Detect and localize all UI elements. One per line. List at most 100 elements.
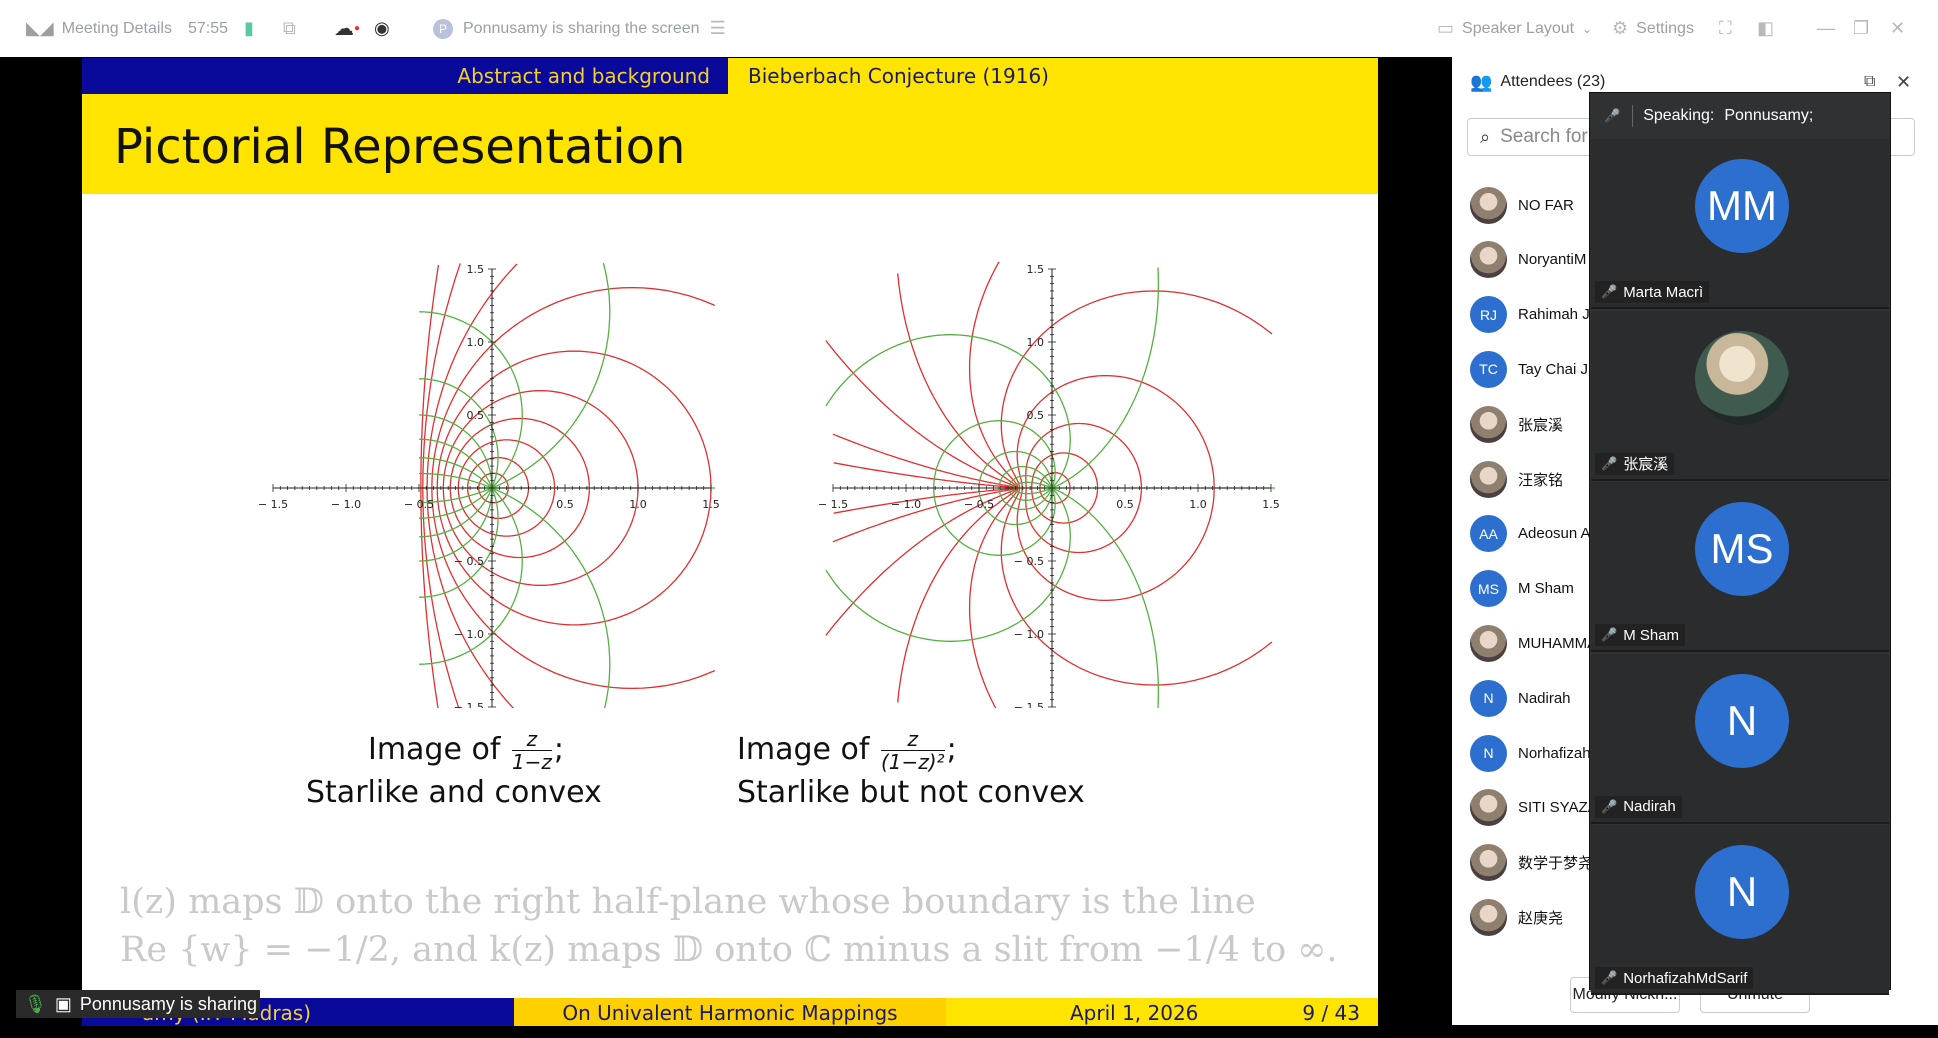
close-panel-icon[interactable]: ✕	[1896, 71, 1912, 92]
fullscreen-icon[interactable]: ⛶	[1719, 18, 1732, 38]
footer-title: On Univalent Harmonic Mappings	[514, 998, 946, 1026]
attendee-name: NoryantiM	[1518, 251, 1587, 269]
sharing-status[interactable]: P Ponnusamy is sharing the screen ☰	[433, 0, 726, 57]
attendee-name: 张宸溪	[1518, 416, 1564, 434]
attendee-row[interactable]: MS M Sham	[1470, 567, 1574, 611]
sharer-avatar: P	[433, 18, 453, 39]
search-icon: ⌕	[1480, 126, 1491, 147]
attendees-header: 👥 Attendees (23) ⧉ ✕	[1470, 71, 1912, 92]
layout-icon: ▭	[1437, 18, 1455, 38]
muted-mic-icon: 🎤	[1601, 627, 1618, 642]
attendee-row[interactable]: 汪家铭	[1470, 457, 1563, 501]
close-window-icon[interactable]: ✕	[1890, 18, 1906, 38]
attendee-name: 赵庚尧	[1518, 909, 1564, 927]
attendee-row[interactable]: RJ Rahimah Ju	[1470, 293, 1598, 337]
footer-date-page: April 1, 2026 9 / 43	[946, 998, 1378, 1026]
participant-name: 🎤 Nadirah	[1595, 795, 1682, 818]
slide-footer: amy (IIT Madras) On Univalent Harmonic M…	[82, 998, 1378, 1026]
signal-icon[interactable]: ▮	[244, 18, 254, 38]
avatar: N	[1695, 673, 1789, 768]
maximize-icon[interactable]: ❐	[1853, 18, 1870, 38]
avatar	[1470, 405, 1507, 443]
video-tile[interactable]: 🎤 张宸溪	[1591, 310, 1889, 481]
speaker-layout-button[interactable]: ▭ Speaker Layout ⌄	[1437, 18, 1593, 38]
attendee-row[interactable]: NoryantiM	[1470, 238, 1586, 282]
caption-left-line2: Starlike and convex	[306, 775, 602, 810]
avatar	[1470, 460, 1507, 498]
attendee-row[interactable]: SITI SYAZA	[1470, 786, 1598, 830]
avatar: TC	[1470, 350, 1507, 388]
mic-icon: 🎙	[24, 993, 47, 1014]
radial-image-curve	[419, 487, 523, 665]
video-tile[interactable]: N 🎤 NorhafizahMdSarif	[1591, 825, 1889, 995]
video-tile[interactable]: MS 🎤 M Sham	[1591, 482, 1889, 652]
radial-image-curve	[419, 438, 493, 489]
radial-image-curve	[419, 487, 493, 504]
circle-image-curve	[422, 263, 461, 708]
radial-image-curve	[419, 487, 493, 538]
x-tick-label: 1.5	[702, 498, 720, 511]
attendee-name: M Sham	[1518, 580, 1574, 598]
muted-mic-icon: 🎤	[1601, 455, 1618, 471]
radial-image-curve	[419, 488, 493, 562]
chevron-down-icon: ⌄	[1582, 21, 1593, 36]
slide-title: Pictorial Representation	[114, 119, 686, 175]
attendee-row[interactable]: NO FAR	[1470, 183, 1574, 227]
screen-share-icon: ▣	[54, 993, 72, 1014]
attendee-row[interactable]: AA Adeosun A	[1470, 512, 1591, 556]
attendee-row[interactable]: TC Tay Chai Jia	[1470, 347, 1600, 391]
x-tick-label: − 0.5	[964, 498, 994, 511]
avatar: MM	[1695, 159, 1789, 253]
participant-name: 🎤 Marta Macrì	[1595, 281, 1710, 303]
x-tick-label: 0.5	[1116, 498, 1134, 511]
cloud-record-icon[interactable]: ☁ ●	[334, 18, 361, 40]
participant-name: 🎤 M Sham	[1595, 624, 1686, 646]
footer-date: April 1, 2026	[1070, 1001, 1199, 1025]
radial-image-curve	[419, 311, 523, 489]
caption-left: Image of z 1−z; Starlike and convex	[306, 728, 626, 813]
radial-image-curve	[419, 487, 493, 519]
avatar	[1470, 241, 1507, 279]
radial-image-curve	[418, 487, 499, 598]
attendee-row[interactable]: 赵庚尧	[1470, 895, 1563, 939]
sidebar-toggle-icon[interactable]: ◧	[1757, 18, 1775, 38]
menu-icon: ☰	[709, 18, 726, 38]
attendee-row[interactable]: N Norhafizah	[1470, 731, 1591, 775]
y-tick-label: 0.5	[467, 409, 485, 422]
y-tick-label: − 1.5	[454, 701, 484, 708]
radial-image-curve	[933, 420, 1056, 489]
settings-button[interactable]: ⚙ Settings	[1612, 18, 1694, 38]
avatar	[1695, 330, 1789, 425]
meeting-details-button[interactable]: ◣◢ Meeting Details	[26, 18, 172, 38]
meeting-toolbar: ◣◢ Meeting Details 57:55 ▮ ⧉ ☁ ● ◉ P Ponn…	[0, 0, 1938, 57]
radial-image-curve	[825, 487, 1071, 642]
fraction: z (1−z)²	[880, 727, 945, 774]
popout-icon[interactable]: ⧉	[283, 18, 296, 38]
participant-name: 🎤 NorhafizahMdSarif	[1595, 967, 1754, 989]
speaker-overlay: 🎤 Speaking: Ponnusamy; MM 🎤 Marta Macrì 🎤 张宸…	[1589, 92, 1891, 995]
caption-right: Image of z (1−z)²; Starlike but not conve…	[737, 728, 1137, 813]
attendee-row[interactable]: 张宸溪	[1470, 402, 1563, 446]
popout-panel-icon[interactable]: ⧉	[1864, 73, 1876, 90]
video-tile[interactable]: N 🎤 Nadirah	[1591, 653, 1889, 824]
video-tile[interactable]: MM 🎤 Marta Macrì	[1591, 139, 1889, 309]
share-audio-icon[interactable]: ◉	[374, 18, 390, 38]
banner-section: Abstract and background	[82, 58, 728, 94]
y-tick-label: − 0.5	[1014, 555, 1044, 568]
attendee-name: NO FAR	[1518, 196, 1574, 214]
avatar	[1470, 186, 1507, 224]
attendee-name: Tay Chai Jia	[1518, 360, 1600, 378]
avatar: AA	[1470, 515, 1507, 553]
radial-image-curve	[978, 450, 1053, 488]
attendee-name: MUHAMMA	[1518, 634, 1598, 652]
minimize-icon[interactable]: —	[1817, 18, 1835, 38]
attendee-row[interactable]: 数学于梦尧	[1470, 841, 1593, 885]
x-tick-label: 1.0	[1189, 498, 1207, 511]
meeting-timer: 57:55	[188, 19, 229, 37]
attendee-row[interactable]: N Nadirah	[1470, 676, 1571, 720]
x-tick-label: − 1.5	[818, 498, 848, 511]
plot-curves	[418, 262, 716, 708]
attendee-row[interactable]: MUHAMMA	[1470, 621, 1597, 665]
x-tick-label: − 1.5	[258, 498, 288, 511]
radial-image-curve	[1013, 481, 1053, 489]
